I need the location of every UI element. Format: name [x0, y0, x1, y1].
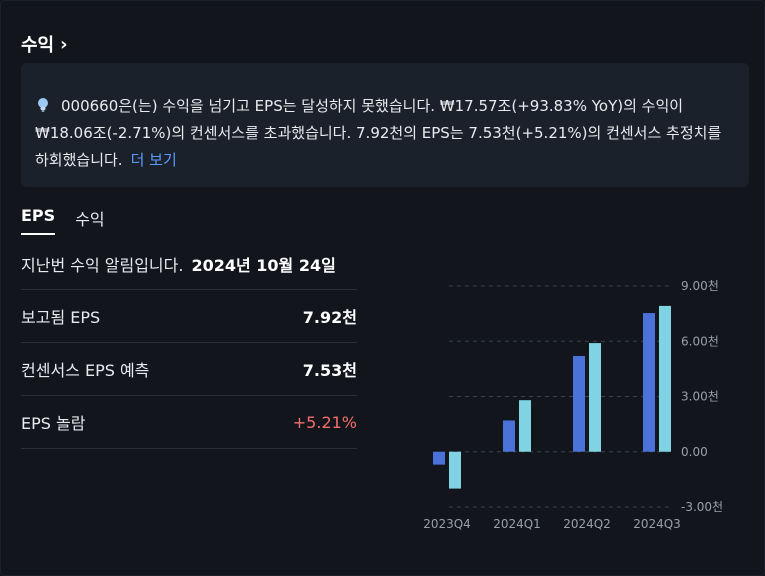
reported-eps-bar[interactable] [503, 420, 515, 452]
tab-revenue[interactable]: 수익 [75, 210, 105, 229]
x-tick-label: 2024Q1 [493, 517, 541, 531]
earnings-summary-notice: 000660은(는) 수익을 넘기고 EPS는 달성하지 못했습니다. ₩17.… [21, 63, 749, 187]
last-earnings-row: 지난번 수익 알림입니다. 2024년 10월 24일 [21, 239, 357, 290]
reported-eps-value: 7.92천 [302, 308, 357, 327]
y-tick-label: 3.00천 [681, 389, 719, 404]
eps-summary-list: 지난번 수익 알림입니다. 2024년 10월 24일 보고됨 EPS 7.92… [21, 239, 357, 449]
reported-eps-bar[interactable] [573, 355, 585, 452]
eps-surprise-label: EPS 놀람 [21, 414, 86, 433]
reported-eps-row: 보고됨 EPS 7.92천 [21, 290, 357, 343]
x-tick-label: 2024Q2 [563, 517, 611, 531]
y-tick-label: 9.00천 [681, 278, 719, 293]
eps-surprise-value: +5.21% [292, 412, 357, 432]
consensus-eps-value: 7.53천 [302, 361, 357, 380]
reported-eps-label: 보고됨 EPS [21, 308, 101, 327]
lightbulb-icon [38, 98, 48, 112]
read-more-link[interactable]: 더 보기 [130, 151, 177, 169]
eps-surprise-row: EPS 놀람 +5.21% [21, 396, 357, 449]
tab-eps[interactable]: EPS [21, 206, 56, 235]
reported-eps-bar[interactable] [643, 313, 655, 452]
x-tick-label: 2024Q3 [633, 517, 681, 531]
section-title: 수익 [21, 35, 55, 56]
consensus-eps-label: 컨센서스 EPS 예측 [21, 361, 150, 380]
consensus-eps-bar[interactable] [449, 451, 461, 489]
y-tick-label: -3.00천 [681, 499, 723, 514]
reported-eps-bar[interactable] [433, 451, 445, 465]
metric-tabs: EPS 수익 [21, 206, 105, 235]
earnings-header-link[interactable]: 수익 › [21, 31, 68, 57]
y-tick-label: 0.00 [681, 445, 708, 459]
consensus-eps-bar[interactable] [589, 343, 601, 452]
chevron-right-icon: › [60, 33, 68, 55]
last-earnings-label: 지난번 수익 알림입니다. [21, 256, 184, 275]
x-tick-label: 2023Q4 [423, 517, 471, 531]
consensus-eps-row: 컨센서스 EPS 예측 7.53천 [21, 343, 357, 396]
notice-text: 000660은(는) 수익을 넘기고 EPS는 달성하지 못했습니다. ₩17.… [35, 97, 722, 169]
y-tick-label: 6.00천 [681, 333, 719, 348]
consensus-eps-bar[interactable] [659, 305, 671, 452]
last-earnings-date: 2024년 10월 24일 [191, 256, 336, 275]
eps-bar-chart: 9.00천 6.00천 3.00천 0.00 -3.00천 2023Q4 2024Q1 202… [423, 278, 723, 531]
consensus-eps-bar[interactable] [519, 400, 531, 452]
